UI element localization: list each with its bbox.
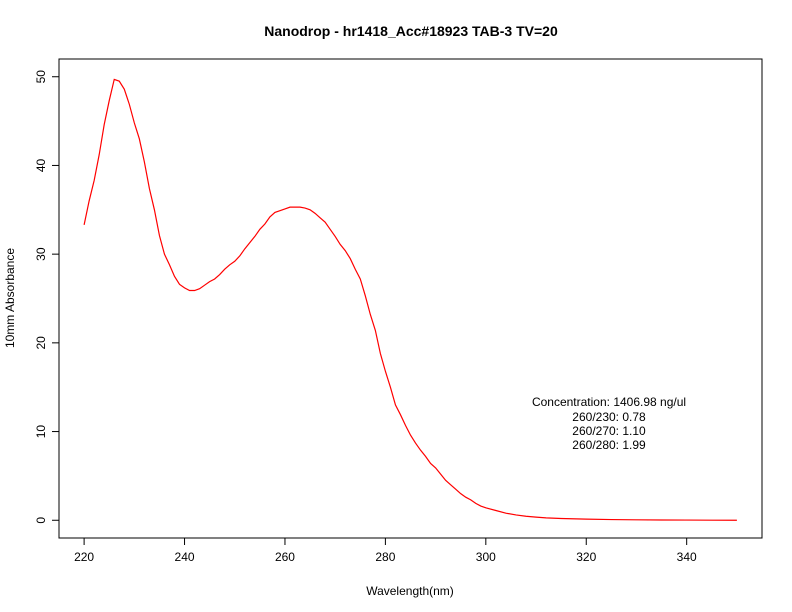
plot-frame — [58, 58, 763, 539]
x-axis: 220 240 260 280 300 320 340 — [74, 537, 697, 564]
y-tick-label: 50 — [34, 70, 48, 84]
y-tick-label: 40 — [34, 158, 48, 172]
annotation-260-270: 260/270: 1.10 — [572, 424, 646, 438]
x-tick-label: 240 — [175, 550, 195, 564]
chart-title: Nanodrop - hr1418_Acc#18923 TAB-3 TV=20 — [264, 23, 558, 39]
annotation-260-230: 260/230: 0.78 — [572, 410, 646, 424]
y-axis-label: 10mm Absorbance — [3, 248, 17, 348]
y-tick-label: 0 — [34, 517, 48, 524]
x-tick-label: 300 — [476, 550, 496, 564]
annotation-concentration: Concentration: 1406.98 ng/ul — [532, 395, 686, 409]
absorbance-series-line — [83, 78, 737, 521]
x-tick-label: 260 — [275, 550, 295, 564]
y-tick-label: 20 — [34, 336, 48, 350]
annotation-260-280: 260/280: 1.99 — [572, 438, 646, 452]
x-tick-label: 320 — [576, 550, 596, 564]
y-tick-label: 10 — [34, 425, 48, 439]
y-tick-label: 30 — [34, 247, 48, 261]
x-tick-label: 340 — [677, 550, 697, 564]
x-tick-label: 220 — [74, 550, 94, 564]
x-tick-label: 280 — [375, 550, 395, 564]
y-axis: 0 10 20 30 40 50 — [34, 70, 60, 524]
x-axis-label: Wavelength(nm) — [366, 584, 454, 598]
annotation-block: Concentration: 1406.98 ng/ul 260/230: 0.… — [532, 395, 686, 452]
